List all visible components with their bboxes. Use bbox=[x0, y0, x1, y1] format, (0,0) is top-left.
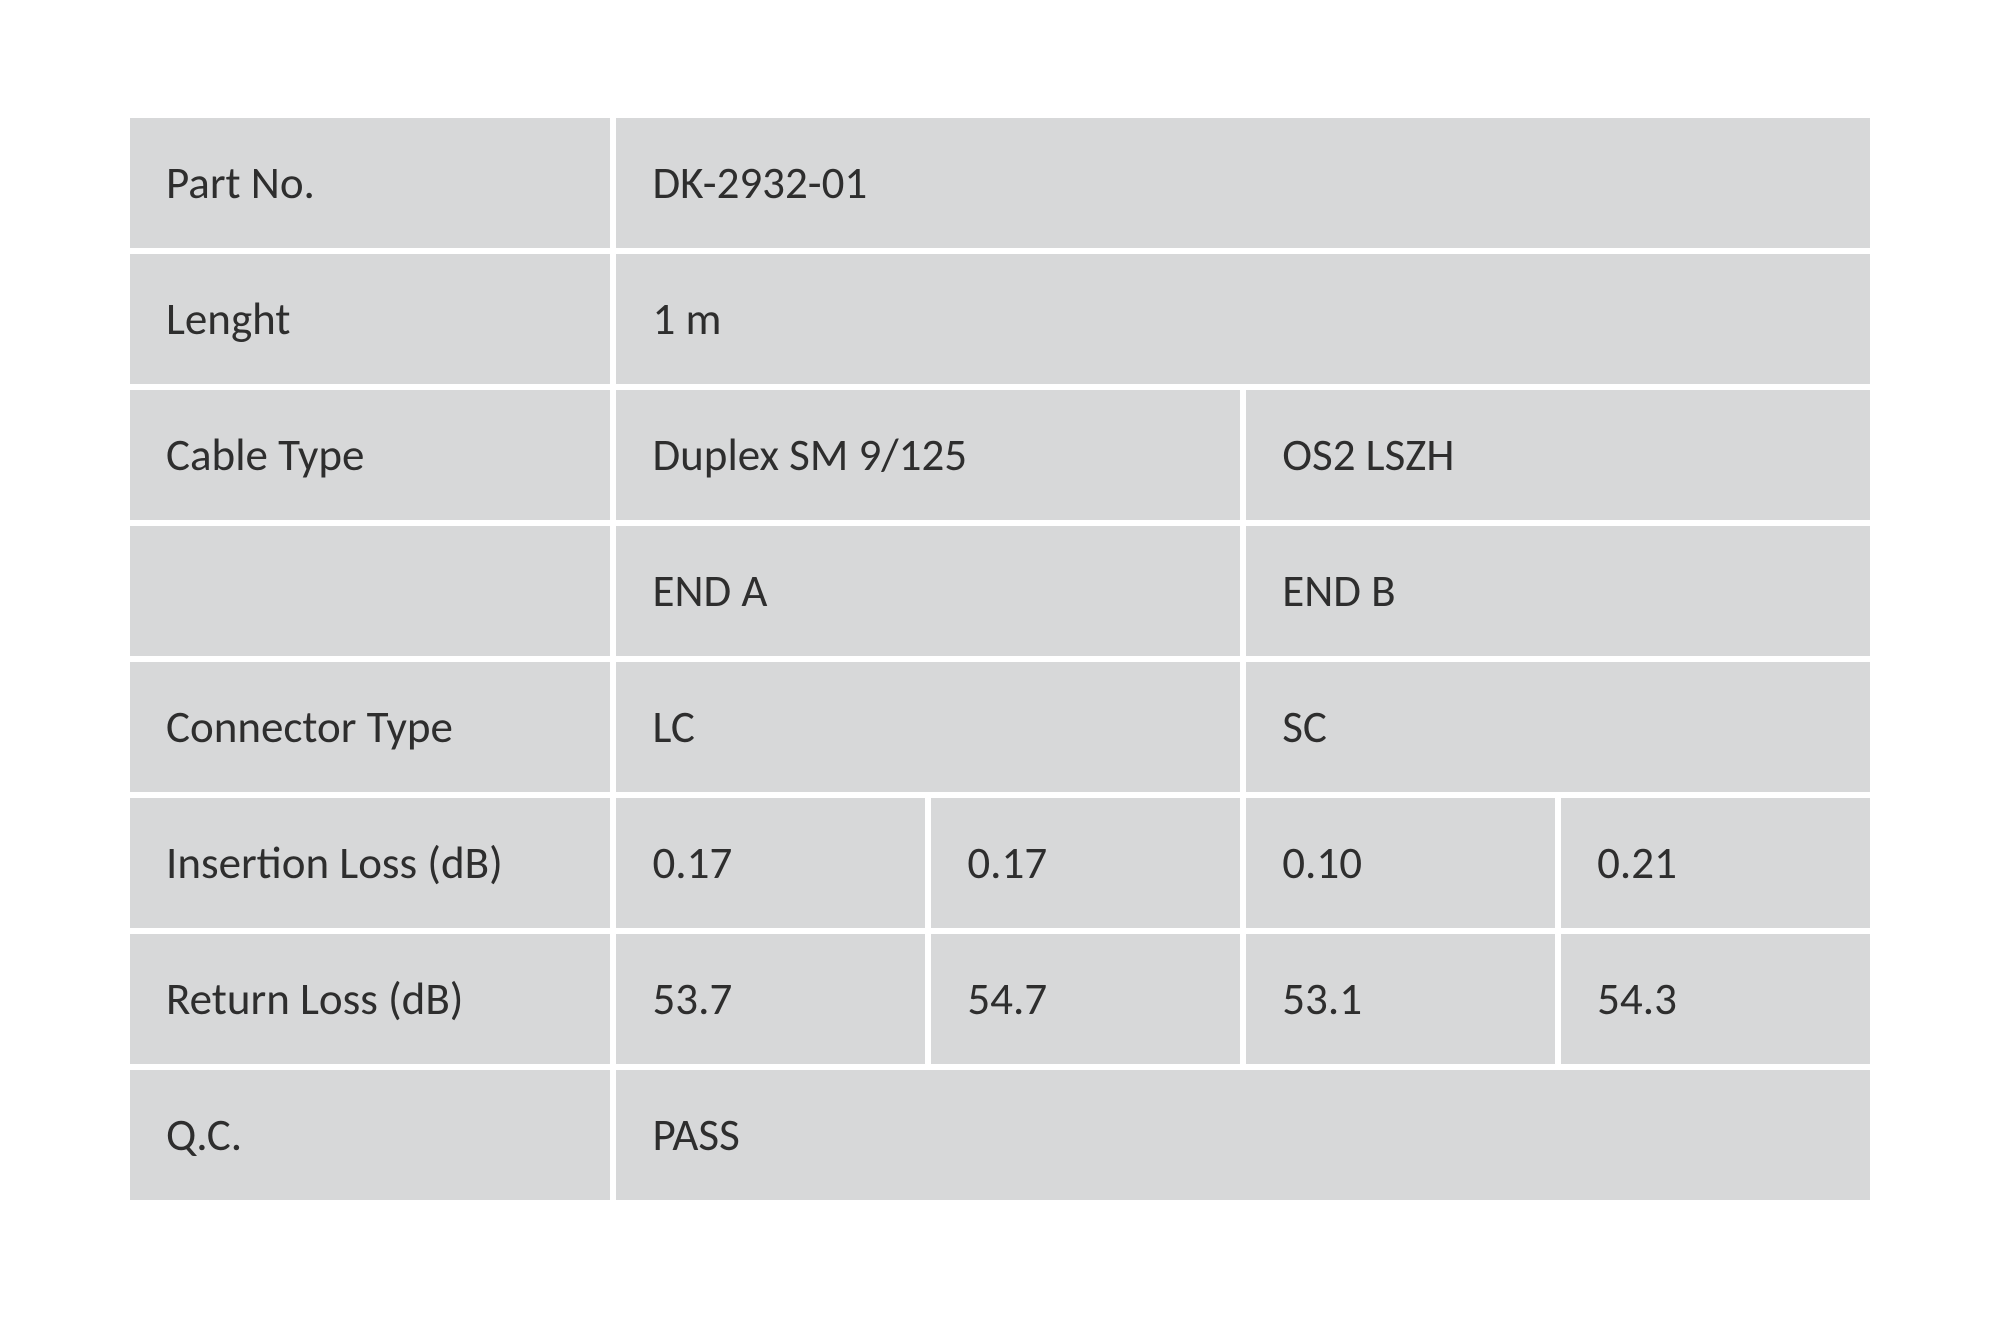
value-return-loss-0: 53.7 bbox=[616, 934, 925, 1064]
value-connector-a: LC bbox=[616, 662, 1240, 792]
value-return-loss-1: 54.7 bbox=[931, 934, 1240, 1064]
value-insertion-loss-0: 0.17 bbox=[616, 798, 925, 928]
row-length: Lenght 1 m bbox=[130, 254, 1870, 384]
row-cable-type: Cable Type Duplex SM 9/125 OS2 LSZH bbox=[130, 390, 1870, 520]
row-connector-type: Connector Type LC SC bbox=[130, 662, 1870, 792]
spec-table: Part No. DK-2932-01 Lenght 1 m Cable Typ… bbox=[124, 112, 1876, 1206]
value-insertion-loss-2: 0.10 bbox=[1246, 798, 1555, 928]
label-return-loss: Return Loss (dB) bbox=[130, 934, 610, 1064]
row-part-no: Part No. DK-2932-01 bbox=[130, 118, 1870, 248]
row-insertion-loss: Insertion Loss (dB) 0.17 0.17 0.10 0.21 bbox=[130, 798, 1870, 928]
label-insertion-loss: Insertion Loss (dB) bbox=[130, 798, 610, 928]
header-end-a: END A bbox=[616, 526, 1240, 656]
value-return-loss-2: 53.1 bbox=[1246, 934, 1555, 1064]
row-qc: Q.C. PASS bbox=[130, 1070, 1870, 1200]
value-return-loss-3: 54.3 bbox=[1561, 934, 1870, 1064]
value-insertion-loss-1: 0.17 bbox=[931, 798, 1240, 928]
label-length: Lenght bbox=[130, 254, 610, 384]
value-cable-type-b: OS2 LSZH bbox=[1246, 390, 1870, 520]
label-blank bbox=[130, 526, 610, 656]
value-cable-type-a: Duplex SM 9/125 bbox=[616, 390, 1240, 520]
header-end-b: END B bbox=[1246, 526, 1870, 656]
label-cable-type: Cable Type bbox=[130, 390, 610, 520]
value-connector-b: SC bbox=[1246, 662, 1870, 792]
label-qc: Q.C. bbox=[130, 1070, 610, 1200]
row-return-loss: Return Loss (dB) 53.7 54.7 53.1 54.3 bbox=[130, 934, 1870, 1064]
row-ends: END A END B bbox=[130, 526, 1870, 656]
value-qc: PASS bbox=[616, 1070, 1870, 1200]
value-length: 1 m bbox=[616, 254, 1870, 384]
label-part-no: Part No. bbox=[130, 118, 610, 248]
value-insertion-loss-3: 0.21 bbox=[1561, 798, 1870, 928]
value-part-no: DK-2932-01 bbox=[616, 118, 1870, 248]
label-connector-type: Connector Type bbox=[130, 662, 610, 792]
spec-sheet: Part No. DK-2932-01 Lenght 1 m Cable Typ… bbox=[0, 0, 2000, 1318]
